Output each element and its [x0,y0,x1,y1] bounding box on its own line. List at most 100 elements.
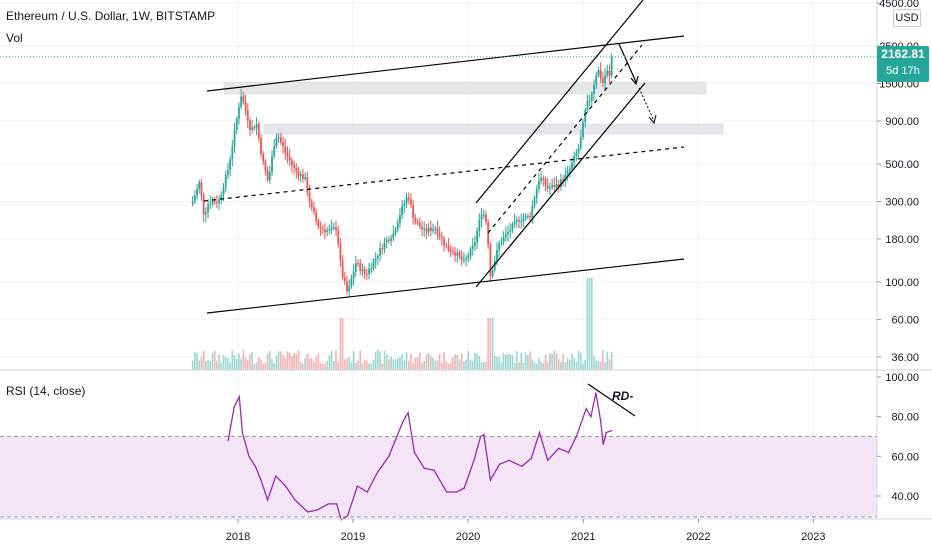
candle-body [405,197,408,204]
volume-bar [449,362,452,370]
volume-bar [487,318,489,370]
rsi-point [508,459,510,461]
volume-bar [540,361,542,370]
candle-body [463,259,465,261]
volume-bar [207,360,209,370]
candle-body [518,220,520,222]
candle-body [416,222,419,224]
volume-bar [441,362,443,370]
volume-bar [414,357,417,370]
price-tick-label: 100.00 [885,277,919,289]
candle-body [388,239,390,241]
zones-layer [223,81,724,135]
volume-bar [293,353,295,370]
currency-badge[interactable]: USD [893,9,921,27]
projection-arrow-head [630,75,639,86]
volume-bar [299,361,302,370]
candle-body [588,100,591,102]
candle-body [577,148,580,153]
volume-bar [388,359,390,370]
candle-body [440,236,443,239]
volume-bar [246,360,249,370]
volume-bar [352,351,355,370]
volume-bar [586,278,589,370]
volume-bar [454,354,456,370]
volume-bar [500,362,503,370]
candle-body [421,226,423,230]
volume-bar [392,359,395,370]
candle-body [238,107,240,119]
volume-bar [498,356,500,370]
rsi-point [413,451,416,453]
chart-title: Ethereum / U.S. Dollar, 1W, BITSTAMP [6,9,216,23]
time-tick-label: 2023 [801,531,825,543]
volume-bar [374,351,377,370]
volume-bar [551,353,553,370]
candle-body [401,206,404,216]
candle-body [423,228,426,230]
candle-body [392,233,395,239]
volume-bar [227,357,229,370]
candle-body [443,238,445,246]
candle-body [549,187,551,189]
volume-bar [445,361,448,370]
volume-bar [253,363,256,370]
candle-body [229,159,232,171]
candle-body [599,70,602,79]
candle-body [604,75,606,83]
volume-bar [410,353,412,370]
candle-body [350,278,353,287]
volume-bar [383,350,386,370]
candle-body [498,243,501,250]
volume-bar [606,351,609,370]
candle-body [359,263,362,271]
candle-body [597,70,600,76]
candle-body [509,230,512,232]
volume-bar [242,350,245,370]
candle-body [524,216,527,219]
volume-bar [332,361,335,370]
volume-bar [584,359,587,370]
volume-bar [363,359,366,370]
candle-body [277,137,280,139]
candle-body [293,164,295,168]
rsi-point [611,429,613,432]
candle-body [531,205,534,218]
rsi-point [605,431,607,434]
candle-body [231,146,234,160]
candle-body [478,219,481,232]
volume-bar [573,358,575,370]
candle-body [357,263,359,265]
volume-bar [588,278,591,370]
rsi-point [388,455,390,457]
rsi-point [260,479,262,481]
rsi-point [547,459,549,461]
volume-bar [341,318,344,370]
candle-body [535,188,538,199]
candle-body [370,268,373,270]
resistance-zone-upper [223,81,707,95]
rsi-point [356,485,359,487]
volume-bar [509,354,512,370]
volume-bar [476,353,478,370]
rsi-point [498,463,501,465]
volume-bar [416,357,419,370]
volume-bar [213,351,216,370]
candle-body [533,198,536,206]
volume-bar [491,318,494,370]
volume-bar [326,360,328,370]
volume-bar [394,359,397,370]
time-tick-label: 2020 [456,531,480,543]
volume-bar [302,363,304,370]
candle-body [372,260,375,269]
volume-bar [430,355,432,370]
candle-body [339,243,342,261]
candle-body [480,214,483,220]
candle-body [328,229,331,231]
candle-body [220,194,223,200]
candle-body [513,221,516,225]
candle-body [542,178,545,180]
candle-body [551,184,554,188]
